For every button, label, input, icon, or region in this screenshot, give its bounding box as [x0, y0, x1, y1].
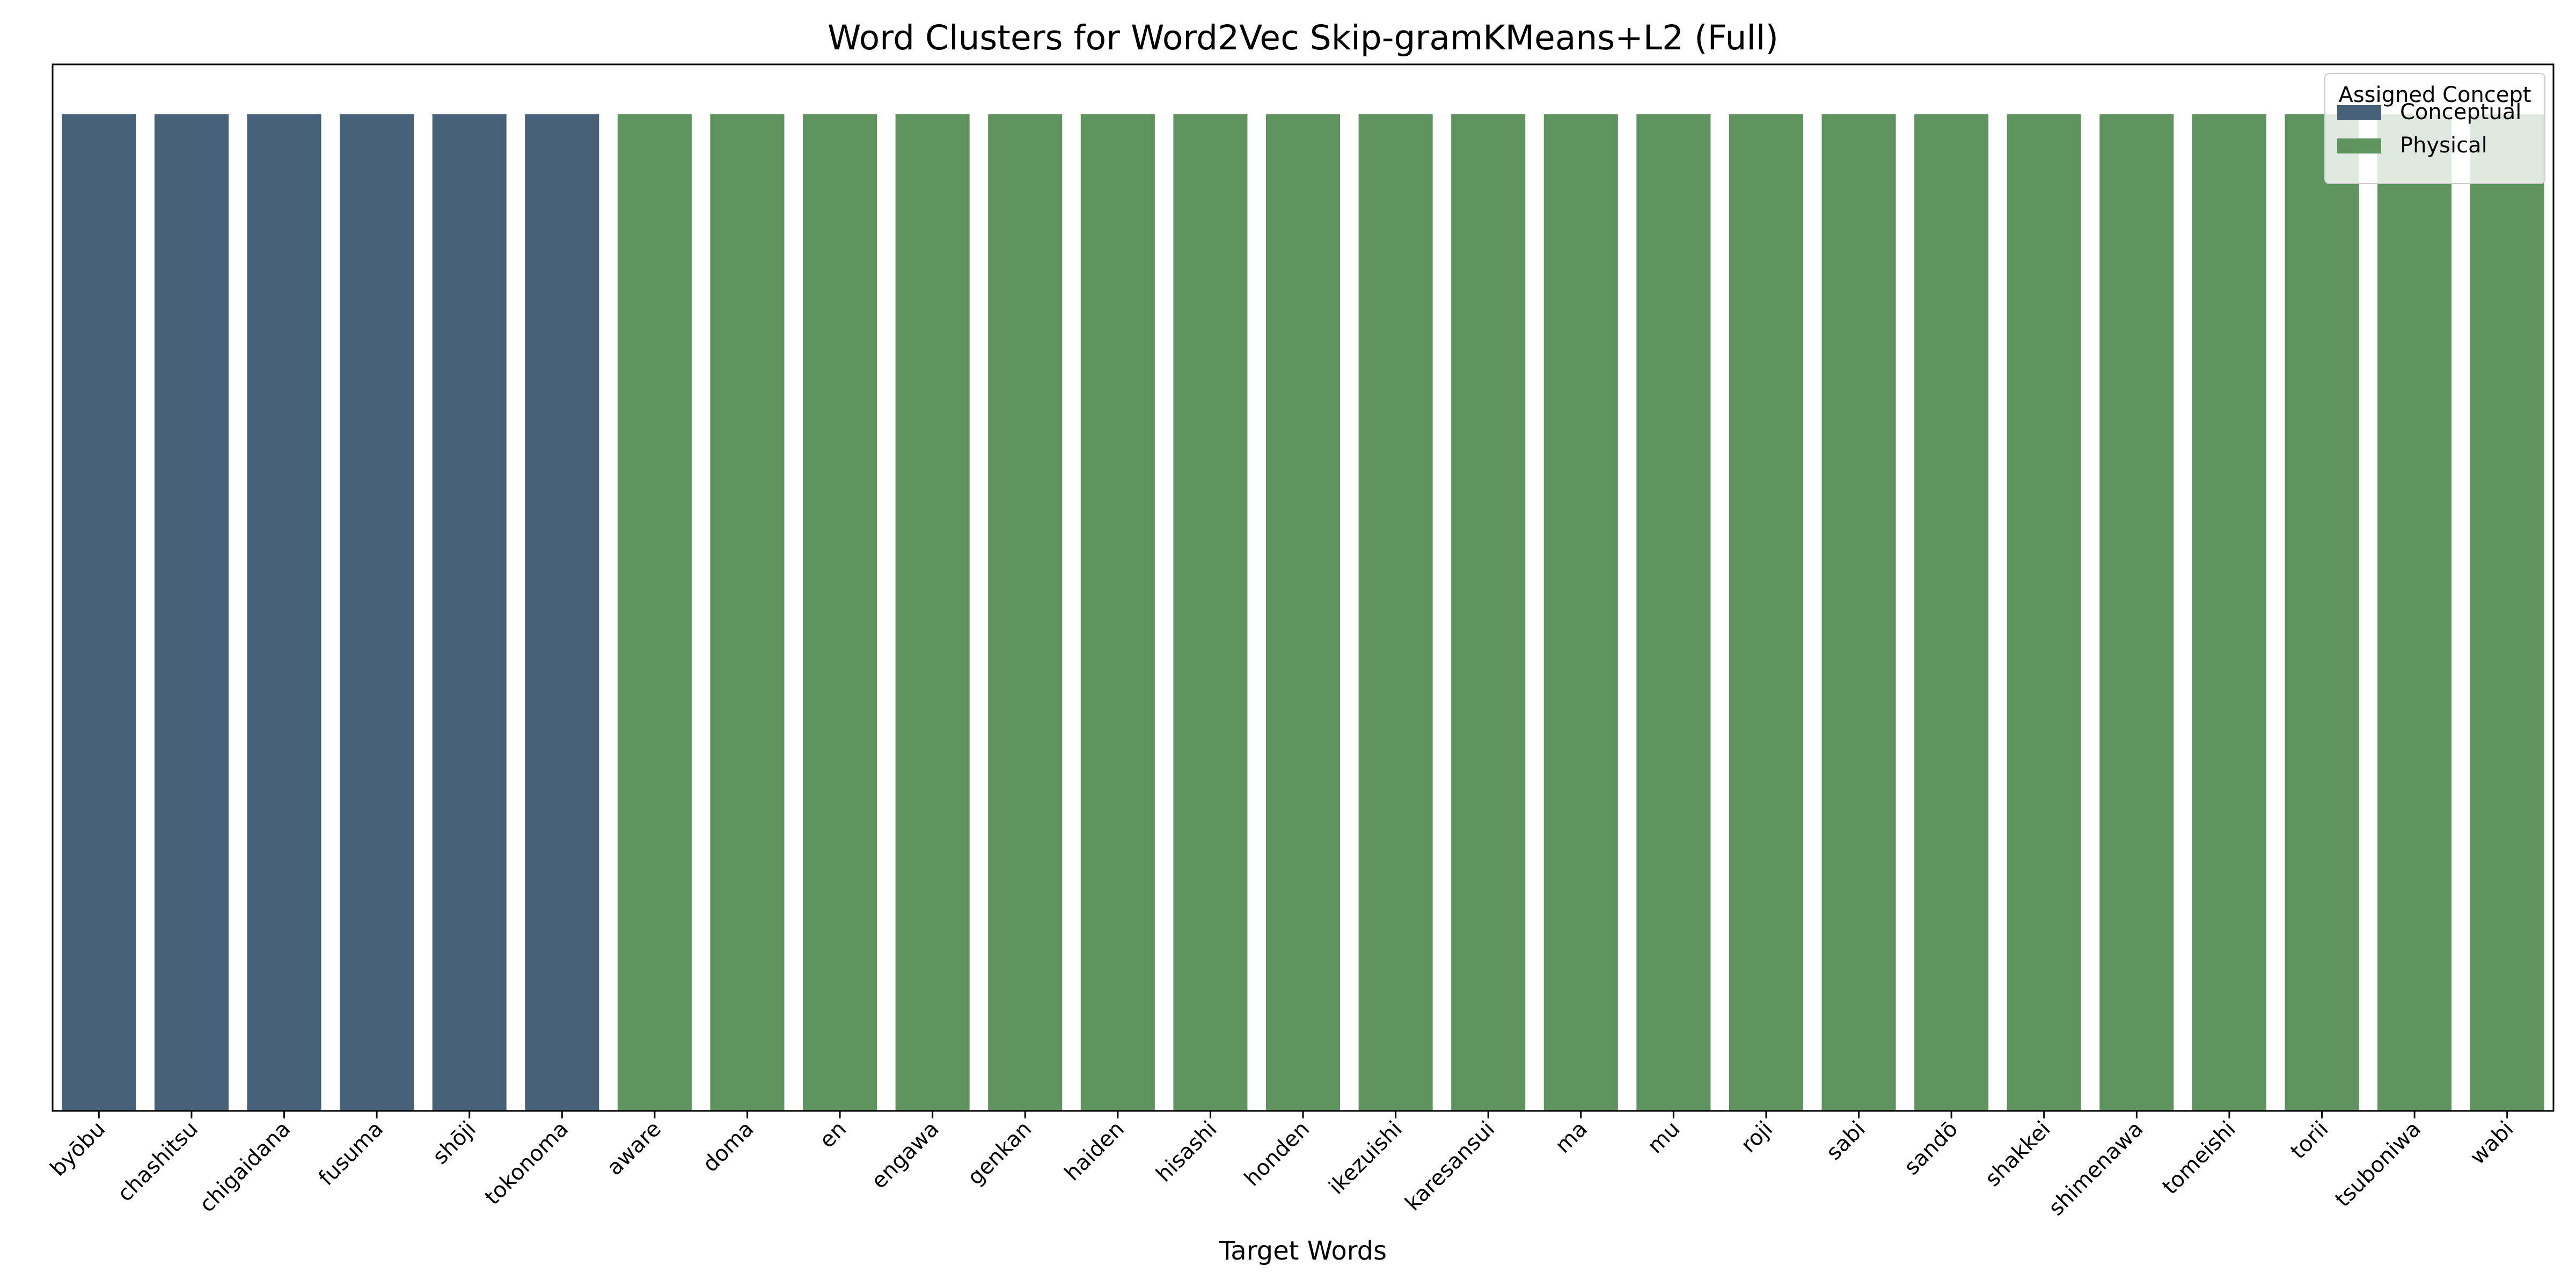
bar-3	[340, 114, 414, 1111]
x-tick-label-4: shōji	[428, 1117, 481, 1169]
x-tick-label-11: haiden	[1060, 1117, 1129, 1186]
x-tick-label-10: genkan	[963, 1117, 1036, 1190]
x-tick-label-5: tokonoma	[480, 1117, 574, 1210]
bar-7	[710, 114, 785, 1111]
bar-18	[1729, 114, 1803, 1111]
x-tick-label-6: aware	[602, 1117, 666, 1181]
legend: Assigned Concept Conceptual Physical	[2324, 73, 2545, 184]
legend-label-physical: Physical	[2400, 133, 2487, 158]
bar-15	[1451, 114, 1526, 1111]
x-tick-label-16: ma	[1550, 1117, 1592, 1158]
chart-title: Word Clusters for Word2Vec Skip-gramKMea…	[828, 18, 1779, 57]
legend-label-conceptual: Conceptual	[2400, 100, 2521, 125]
bar-22	[2099, 114, 2174, 1111]
x-tick-label-12: hisashi	[1152, 1117, 1222, 1187]
bar-11	[1080, 114, 1155, 1111]
x-tick-label-1: chashitsu	[113, 1117, 203, 1207]
x-tick-label-14: ikezuishi	[1324, 1117, 1407, 1199]
bar-0	[62, 114, 136, 1111]
bar-1	[154, 114, 229, 1111]
x-tick-label-20: sandō	[1899, 1117, 1963, 1180]
x-tick-label-8: en	[815, 1117, 851, 1153]
legend-entries: Conceptual Physical	[2337, 100, 2521, 158]
x-tick-label-15: karesansui	[1401, 1117, 1500, 1216]
bar-12	[1173, 114, 1248, 1111]
bar-25	[2377, 114, 2452, 1111]
x-tick-label-2: chigaidana	[195, 1117, 296, 1218]
bar-2	[247, 114, 321, 1111]
bar-8	[803, 114, 877, 1111]
x-tick-label-7: doma	[698, 1117, 759, 1177]
x-tick-label-19: sabi	[1821, 1117, 1870, 1165]
x-tick-label-9: engawa	[867, 1117, 944, 1194]
bar-26	[2470, 114, 2544, 1111]
bar-5	[525, 114, 599, 1111]
x-tick-label-23: tomeishi	[2158, 1117, 2241, 1199]
bar-20	[1914, 114, 1989, 1111]
bar-23	[2192, 114, 2266, 1111]
x-tick-label-3: fusuma	[314, 1117, 388, 1191]
bar-13	[1265, 114, 1341, 1111]
x-axis-label: Target Words	[1219, 1236, 1387, 1266]
x-tick-label-13: honden	[1240, 1117, 1314, 1191]
x-tick-label-25: tsuboniwa	[2330, 1117, 2426, 1212]
x-tick-label-26: wabi	[2465, 1117, 2519, 1170]
bar-19	[1821, 114, 1896, 1111]
bar-9	[895, 114, 970, 1111]
legend-swatch-physical	[2337, 138, 2381, 153]
bar-17	[1636, 114, 1711, 1111]
x-tick-label-0: byōbu	[46, 1117, 110, 1181]
x-tick-label-21: shakkei	[1980, 1117, 2055, 1192]
legend-swatch-conceptual	[2337, 105, 2381, 120]
bar-6	[617, 114, 692, 1111]
x-tick-label-24: torii	[2286, 1117, 2333, 1164]
x-tick-label-18: roji	[1736, 1117, 1777, 1158]
bar-16	[1543, 114, 1618, 1111]
legend-box	[2324, 73, 2545, 184]
bar-24	[2285, 114, 2359, 1111]
bars-group	[62, 114, 2544, 1111]
bar-21	[2007, 114, 2081, 1111]
x-tick-label-17: mu	[1643, 1117, 1685, 1159]
bar-14	[1358, 114, 1433, 1111]
x-tick-label-22: shimenawa	[2044, 1117, 2148, 1221]
bar-10	[988, 114, 1063, 1111]
bar-4	[432, 114, 507, 1111]
legend-title: Assigned Concept	[2338, 83, 2531, 107]
